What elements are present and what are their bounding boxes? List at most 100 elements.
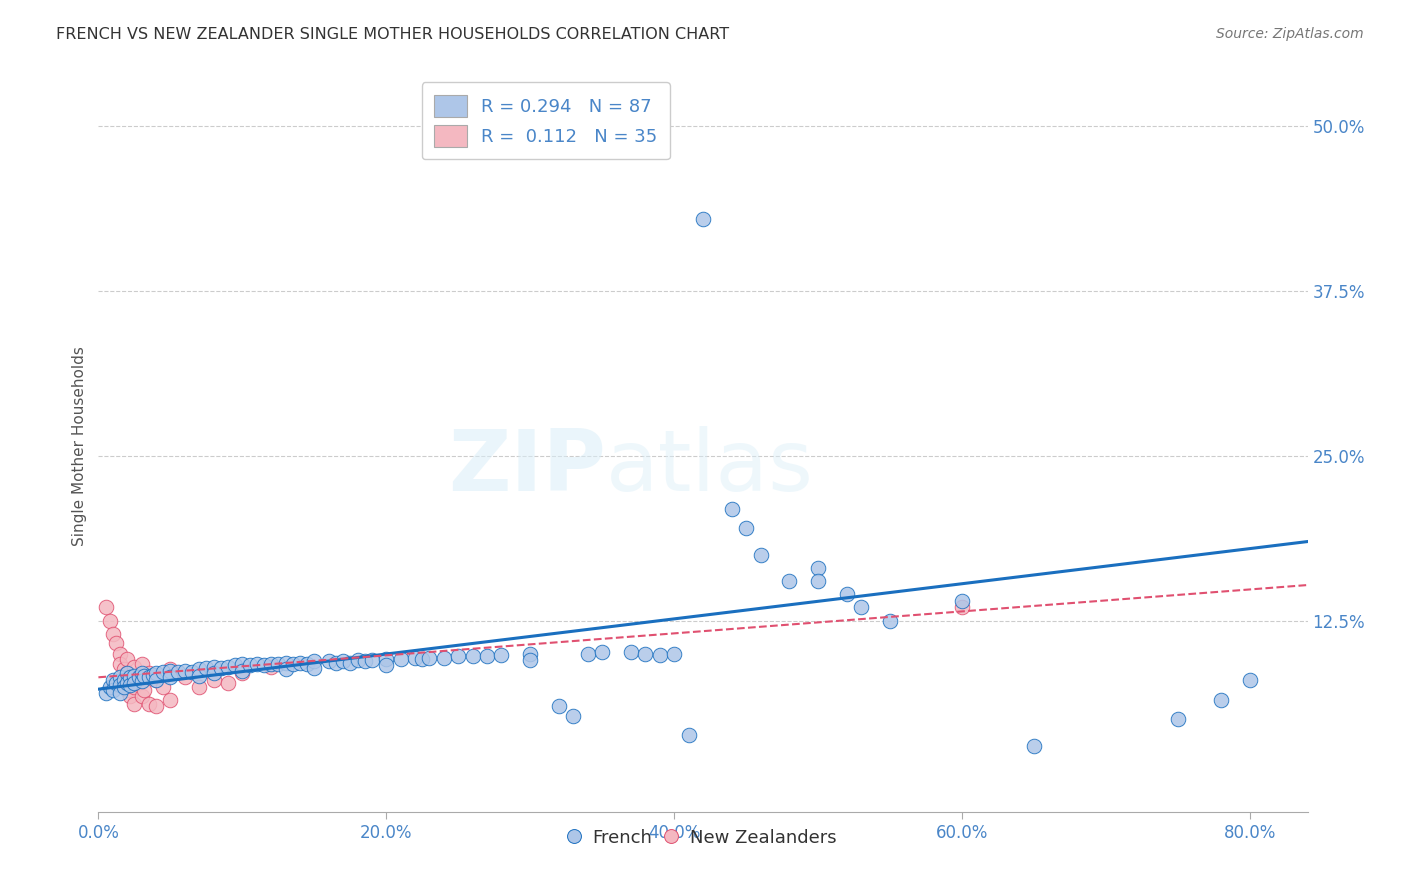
Point	[188, 669, 211, 683]
Point	[120, 670, 142, 684]
Text: FRENCH VS NEW ZEALANDER SINGLE MOTHER HOUSEHOLDS CORRELATION CHART: FRENCH VS NEW ZEALANDER SINGLE MOTHER HO…	[56, 27, 730, 42]
Point	[678, 728, 700, 742]
Point	[120, 670, 142, 684]
Point	[346, 653, 368, 667]
Point	[98, 680, 121, 694]
Point	[195, 661, 218, 675]
Point	[124, 697, 146, 711]
Point	[202, 659, 225, 673]
Point	[332, 655, 354, 669]
Point	[835, 587, 858, 601]
Point	[104, 675, 127, 690]
Point	[318, 655, 340, 669]
Point	[112, 673, 135, 687]
Point	[120, 689, 142, 703]
Point	[124, 675, 146, 690]
Text: Source: ZipAtlas.com: Source: ZipAtlas.com	[1216, 27, 1364, 41]
Point	[353, 655, 375, 669]
Point	[692, 211, 714, 226]
Point	[104, 636, 127, 650]
Point	[94, 686, 117, 700]
Point	[131, 689, 153, 703]
Point	[188, 680, 211, 694]
Point	[134, 683, 156, 698]
Point	[304, 655, 326, 669]
Point	[217, 675, 239, 690]
Point	[389, 652, 412, 666]
Point	[648, 648, 671, 662]
Point	[112, 662, 135, 676]
Point	[159, 670, 181, 684]
Point	[375, 658, 398, 673]
Point	[807, 561, 830, 575]
Point	[108, 686, 131, 700]
Point	[115, 652, 138, 666]
Point	[115, 683, 138, 698]
Point	[217, 659, 239, 673]
Point	[475, 649, 498, 664]
Point	[879, 614, 901, 628]
Point	[131, 666, 153, 681]
Point	[749, 548, 772, 562]
Point	[281, 657, 304, 672]
Point	[267, 657, 290, 672]
Point	[231, 666, 253, 681]
Point	[491, 648, 513, 662]
Point	[1167, 713, 1189, 727]
Point	[950, 594, 973, 608]
Point	[128, 675, 150, 690]
Point	[145, 673, 167, 687]
Point	[1211, 692, 1233, 706]
Point	[138, 666, 160, 681]
Point	[124, 659, 146, 673]
Point	[98, 614, 121, 628]
Point	[519, 653, 541, 667]
Point	[274, 662, 297, 676]
Point	[101, 683, 124, 698]
Point	[411, 652, 433, 666]
Point	[94, 600, 117, 615]
Point	[361, 653, 384, 667]
Point	[124, 669, 146, 683]
Point	[145, 666, 167, 681]
Point	[131, 674, 153, 689]
Point	[433, 650, 456, 665]
Point	[108, 647, 131, 661]
Point	[142, 667, 165, 681]
Point	[101, 673, 124, 687]
Point	[138, 697, 160, 711]
Point	[375, 652, 398, 666]
Point	[548, 699, 571, 714]
Point	[108, 670, 131, 684]
Text: atlas: atlas	[606, 426, 814, 509]
Point	[591, 645, 613, 659]
Point	[325, 656, 347, 670]
Point	[295, 657, 318, 672]
Point	[128, 670, 150, 684]
Text: ZIP: ZIP	[449, 426, 606, 509]
Point	[115, 675, 138, 690]
Point	[101, 627, 124, 641]
Point	[1022, 739, 1045, 753]
Point	[112, 675, 135, 690]
Point	[166, 665, 188, 679]
Y-axis label: Single Mother Households: Single Mother Households	[72, 346, 87, 546]
Point	[260, 657, 283, 672]
Point	[120, 678, 142, 692]
Point	[112, 680, 135, 694]
Point	[115, 666, 138, 681]
Point	[152, 680, 174, 694]
Point	[562, 708, 585, 723]
Point	[404, 650, 426, 665]
Point	[159, 664, 181, 678]
Point	[181, 665, 204, 679]
Point	[461, 649, 484, 664]
Point	[576, 647, 599, 661]
Point	[778, 574, 800, 588]
Point	[274, 656, 297, 670]
Point	[173, 664, 195, 678]
Point	[447, 649, 470, 664]
Point	[807, 574, 830, 588]
Point	[224, 658, 246, 673]
Point	[131, 657, 153, 672]
